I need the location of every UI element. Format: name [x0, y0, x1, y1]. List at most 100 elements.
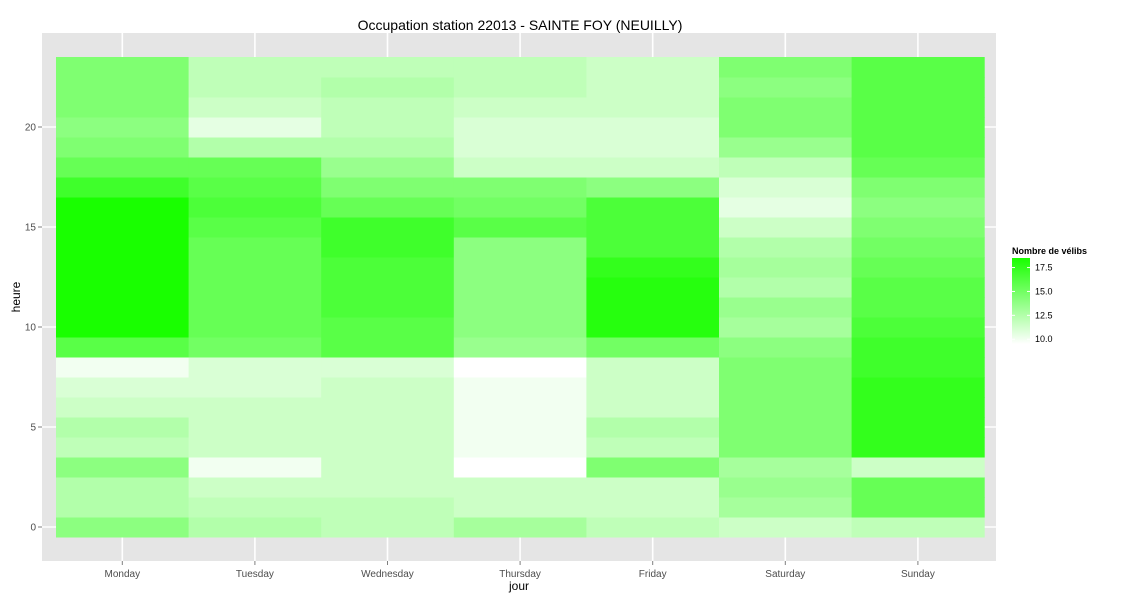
heatmap-cell-wednesday-14 [321, 237, 455, 258]
heatmap-cell-saturday-4 [719, 437, 853, 458]
x-axis-ticks: Monday Tuesday Wednesday Thursday Friday Satu… [105, 561, 935, 580]
heatmap-cell-wednesday-21 [321, 97, 455, 118]
heatmap-cell-friday-17 [586, 177, 720, 198]
heatmap-cell-tuesday-17 [188, 177, 322, 198]
heatmap-cell-friday-13 [586, 257, 720, 278]
heatmap-cell-monday-11 [56, 297, 190, 318]
x-tick-label: Saturday [765, 569, 805, 580]
heatmap-cell-sunday-10 [851, 317, 985, 338]
x-tick-label: Monday [105, 569, 141, 580]
heatmap-cell-tuesday-23 [188, 57, 322, 78]
heatmap-cell-monday-16 [56, 197, 190, 218]
heatmap-cell-thursday-19 [453, 137, 587, 158]
heatmap-cell-thursday-13 [453, 257, 587, 278]
heatmap-cell-sunday-14 [851, 237, 985, 258]
chart-title: Occupation station 22013 - SAINTE FOY (N… [358, 17, 683, 33]
heatmap-cell-monday-12 [56, 277, 190, 298]
heatmap-cell-monday-0 [56, 517, 190, 538]
heatmap-cell-wednesday-15 [321, 217, 455, 238]
heatmap-cell-thursday-21 [453, 97, 587, 118]
heatmap-cell-thursday-4 [453, 437, 587, 458]
heatmap-cell-saturday-23 [719, 57, 853, 78]
heatmap-cell-sunday-7 [851, 377, 985, 398]
heatmap-cell-monday-21 [56, 97, 190, 118]
heatmap-cell-friday-23 [586, 57, 720, 78]
heatmap-cell-monday-20 [56, 117, 190, 138]
heatmap-cell-tuesday-3 [188, 457, 322, 478]
heatmap-cell-monday-17 [56, 177, 190, 198]
y-axis-ticks: 0 5 10 15 20 [25, 123, 42, 534]
x-tick-label: Friday [639, 569, 667, 580]
heatmap-cell-sunday-5 [851, 417, 985, 438]
heatmap-cell-tuesday-11 [188, 297, 322, 318]
heatmap-cell-wednesday-6 [321, 397, 455, 418]
heatmap-cell-monday-2 [56, 477, 190, 498]
heatmap-cell-thursday-20 [453, 117, 587, 138]
heatmap-cell-tuesday-5 [188, 417, 322, 438]
heatmap-cell-wednesday-3 [321, 457, 455, 478]
heatmap-cell-tuesday-0 [188, 517, 322, 538]
heatmap-cell-friday-3 [586, 457, 720, 478]
heatmap-cell-wednesday-5 [321, 417, 455, 438]
heatmap-cell-sunday-9 [851, 337, 985, 358]
heatmap-cell-tuesday-15 [188, 217, 322, 238]
heatmap-cell-thursday-1 [453, 497, 587, 518]
heatmap-cell-thursday-22 [453, 77, 587, 98]
heatmap-cell-friday-20 [586, 117, 720, 138]
heatmap-cell-saturday-3 [719, 457, 853, 478]
heatmap-cell-tuesday-20 [188, 117, 322, 138]
heatmap-cell-thursday-11 [453, 297, 587, 318]
x-tick-label: Tuesday [236, 569, 274, 580]
heatmap-cell-tuesday-18 [188, 157, 322, 178]
heatmap-cell-friday-9 [586, 337, 720, 358]
heatmap-cell-saturday-6 [719, 397, 853, 418]
heatmap-cell-saturday-1 [719, 497, 853, 518]
y-tick-label: 0 [30, 523, 36, 534]
heatmap-cell-saturday-12 [719, 277, 853, 298]
heatmap-cell-monday-4 [56, 437, 190, 458]
heatmap-cell-saturday-20 [719, 117, 853, 138]
heatmap-cell-wednesday-13 [321, 257, 455, 278]
legend-tick-label: 10.0 [1035, 334, 1053, 344]
heatmap-cell-friday-0 [586, 517, 720, 538]
heatmap-cell-tuesday-8 [188, 357, 322, 378]
heatmap-cell-saturday-14 [719, 237, 853, 258]
heatmap-cell-sunday-6 [851, 397, 985, 418]
heatmap-cell-friday-15 [586, 217, 720, 238]
heatmap-cell-sunday-12 [851, 277, 985, 298]
heatmap-cell-friday-16 [586, 197, 720, 218]
heatmap-cell-friday-8 [586, 357, 720, 378]
heatmap-cell-thursday-9 [453, 337, 587, 358]
heatmap-cell-monday-3 [56, 457, 190, 478]
heatmap-cell-tuesday-7 [188, 377, 322, 398]
heatmap-cell-tuesday-19 [188, 137, 322, 158]
heatmap-cell-tuesday-1 [188, 497, 322, 518]
heatmap-cell-tuesday-14 [188, 237, 322, 258]
heatmap-cell-monday-18 [56, 157, 190, 178]
heatmap-cell-sunday-23 [851, 57, 985, 78]
heatmap-cell-wednesday-18 [321, 157, 455, 178]
heatmap-cell-saturday-19 [719, 137, 853, 158]
heatmap-cell-tuesday-4 [188, 437, 322, 458]
heatmap-cell-wednesday-8 [321, 357, 455, 378]
heatmap-cell-sunday-17 [851, 177, 985, 198]
heatmap-cell-saturday-5 [719, 417, 853, 438]
heatmap-cell-sunday-1 [851, 497, 985, 518]
heatmap-cell-sunday-18 [851, 157, 985, 178]
x-tick-label: Thursday [499, 569, 541, 580]
heatmap-cell-wednesday-4 [321, 437, 455, 458]
legend-tick-label: 15.0 [1035, 286, 1053, 296]
heatmap-cell-thursday-14 [453, 237, 587, 258]
heatmap-cell-wednesday-7 [321, 377, 455, 398]
heatmap-cell-saturday-13 [719, 257, 853, 278]
heatmap-cell-friday-12 [586, 277, 720, 298]
heatmap-cell-tuesday-9 [188, 337, 322, 358]
heatmap-cell-friday-5 [586, 417, 720, 438]
heatmap-cell-wednesday-19 [321, 137, 455, 158]
heatmap-cell-saturday-17 [719, 177, 853, 198]
heatmap-cell-sunday-4 [851, 437, 985, 458]
heatmap-cell-sunday-19 [851, 137, 985, 158]
heatmap-cell-monday-7 [56, 377, 190, 398]
heatmap-cell-thursday-6 [453, 397, 587, 418]
